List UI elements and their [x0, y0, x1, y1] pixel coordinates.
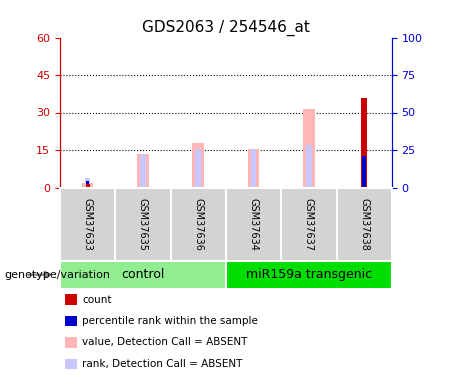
Text: rank, Detection Call = ABSENT: rank, Detection Call = ABSENT	[82, 359, 242, 369]
Text: control: control	[121, 268, 165, 281]
Text: count: count	[82, 295, 112, 304]
Bar	[251, 149, 256, 188]
Bar	[192, 142, 204, 188]
Text: GSM37633: GSM37633	[83, 198, 93, 250]
Bar	[86, 184, 89, 188]
Bar	[140, 155, 146, 188]
Bar	[86, 181, 89, 188]
Text: percentile rank within the sample: percentile rank within the sample	[82, 316, 258, 326]
Bar	[361, 98, 367, 188]
Text: GSM37637: GSM37637	[304, 198, 314, 250]
Text: miR159a transgenic: miR159a transgenic	[246, 268, 372, 281]
Bar	[248, 149, 260, 188]
Bar	[306, 145, 312, 188]
Text: GSM37634: GSM37634	[248, 198, 259, 250]
Title: GDS2063 / 254546_at: GDS2063 / 254546_at	[142, 20, 310, 36]
Text: GSM37638: GSM37638	[359, 198, 369, 250]
Bar	[362, 156, 366, 188]
Text: value, Detection Call = ABSENT: value, Detection Call = ABSENT	[82, 338, 248, 347]
Bar	[195, 149, 201, 188]
Bar	[137, 154, 149, 188]
Bar	[82, 183, 94, 188]
Bar	[303, 109, 315, 188]
Text: GSM37635: GSM37635	[138, 198, 148, 250]
Bar	[85, 177, 90, 188]
Text: genotype/variation: genotype/variation	[5, 270, 111, 280]
Text: GSM37636: GSM37636	[193, 198, 203, 250]
